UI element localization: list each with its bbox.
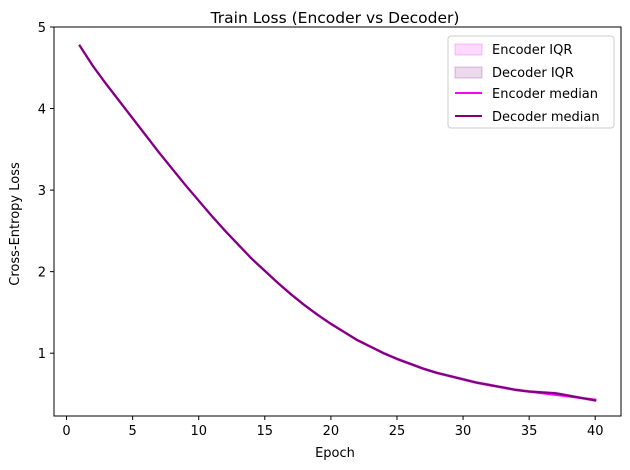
chart-title: Train Loss (Encoder vs Decoder) bbox=[210, 9, 460, 27]
x-tick-label: 25 bbox=[389, 424, 406, 439]
legend-swatch-encoder-iqr bbox=[454, 43, 483, 56]
x-tick-label: 10 bbox=[190, 424, 207, 439]
x-tick-label: 30 bbox=[455, 424, 472, 439]
x-tick-label: 40 bbox=[587, 424, 604, 439]
x-axis-ticks: 0 5 10 15 20 25 30 35 40 bbox=[62, 416, 604, 439]
x-axis-label: Epoch bbox=[315, 446, 355, 461]
legend-label-decoder-median: Decoder median bbox=[492, 110, 600, 125]
y-tick-label: 1 bbox=[38, 347, 46, 362]
y-tick-label: 4 bbox=[38, 103, 46, 118]
x-tick-label: 20 bbox=[323, 424, 340, 439]
y-tick-label: 2 bbox=[38, 266, 46, 281]
legend-label-decoder-iqr: Decoder IQR bbox=[492, 66, 574, 81]
y-axis-ticks: 1 2 3 4 5 bbox=[38, 21, 54, 362]
x-tick-label: 0 bbox=[62, 424, 70, 439]
x-tick-label: 15 bbox=[257, 424, 274, 439]
plot-frame bbox=[53, 26, 622, 417]
y-tick-label: 3 bbox=[38, 184, 46, 199]
median-lines bbox=[78, 44, 597, 402]
x-tick-label: 35 bbox=[521, 424, 538, 439]
legend-swatch-decoder-iqr bbox=[454, 66, 483, 79]
y-tick-label: 5 bbox=[38, 21, 46, 36]
legend-label-encoder-iqr: Encoder IQR bbox=[492, 43, 572, 58]
legend-box bbox=[447, 35, 615, 129]
x-tick-label: 5 bbox=[128, 424, 136, 439]
y-axis-label: Cross-Entropy Loss bbox=[8, 162, 23, 286]
legend: Encoder IQR Decoder IQR Encoder median D… bbox=[447, 35, 615, 129]
median-line-decoder bbox=[78, 44, 597, 402]
legend-label-encoder-median: Encoder median bbox=[492, 87, 598, 102]
